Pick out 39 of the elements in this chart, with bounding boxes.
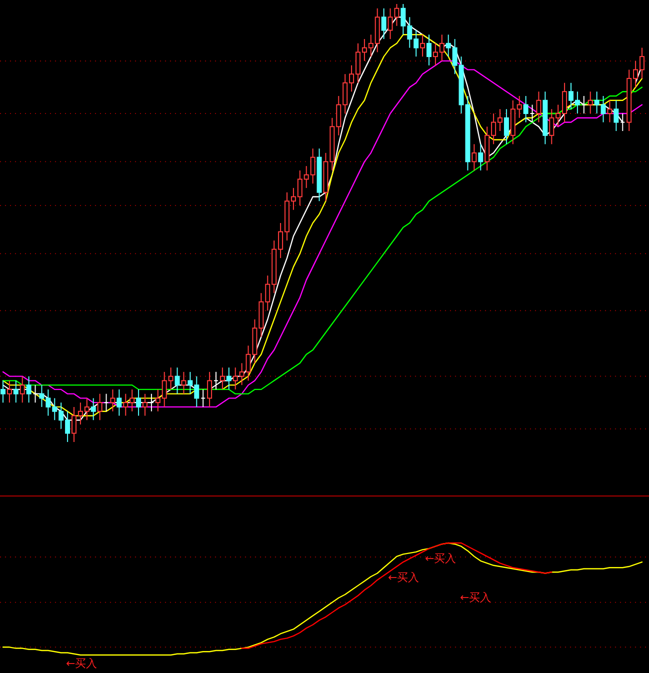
candlestick (214, 371, 218, 390)
candlestick (13, 380, 18, 404)
candlestick (20, 376, 25, 404)
candlestick (620, 113, 626, 132)
candlestick (0, 380, 6, 404)
candlestick (181, 371, 186, 394)
candlestick (116, 388, 122, 416)
annotation: ←买入 (388, 571, 420, 584)
candlestick (607, 100, 612, 123)
candlestick (174, 367, 180, 394)
candlestick (136, 388, 142, 416)
candlestick (207, 371, 212, 408)
candlestick (536, 91, 542, 123)
candlestick (104, 393, 109, 412)
candlestick (478, 144, 484, 171)
candlestick (420, 34, 426, 58)
text: ←买入 (66, 657, 98, 670)
candlestick (523, 95, 528, 123)
candlestick (97, 393, 102, 421)
candlestick (504, 108, 509, 145)
candlestick (110, 388, 116, 412)
candlestick (581, 95, 586, 114)
candlestick (26, 376, 32, 404)
candlestick (6, 380, 12, 404)
annotation: ←买入 (460, 591, 492, 604)
candlestick (381, 8, 386, 40)
candlestick (200, 388, 206, 408)
candlestick (32, 384, 38, 404)
annotation: ←买入 (425, 552, 456, 565)
candlestick (90, 398, 96, 421)
candlestick (148, 393, 154, 412)
candlestick (472, 144, 477, 171)
candlestick (426, 34, 432, 66)
candlestick (530, 104, 535, 123)
candlestick (588, 91, 593, 114)
candlestick (220, 367, 225, 390)
candlestick (142, 393, 148, 416)
candlestick (226, 367, 232, 390)
candlestick (614, 100, 619, 132)
